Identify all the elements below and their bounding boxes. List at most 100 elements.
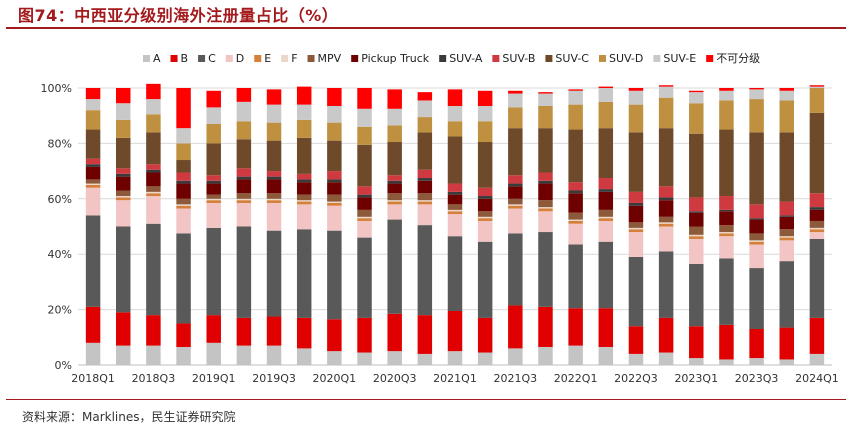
bar-segment	[176, 198, 191, 205]
bar-segment	[85, 184, 101, 188]
bar-segment	[176, 180, 191, 184]
bar-segment	[538, 346, 553, 365]
bar-segment	[809, 227, 825, 230]
bar-segment	[809, 238, 825, 318]
y-tick-label: 0%	[55, 359, 72, 372]
bar-segment	[206, 198, 221, 201]
bar-segment	[116, 312, 131, 346]
bar-segment	[116, 103, 131, 120]
bar-segment	[296, 179, 312, 183]
bar-stack	[477, 90, 493, 365]
x-tick-label: 2022Q3	[614, 372, 658, 385]
bar-segment	[719, 209, 734, 212]
bar-segment	[85, 88, 101, 100]
bar-segment	[719, 324, 734, 360]
bar-segment	[809, 88, 825, 113]
bar-segment	[176, 205, 191, 209]
bar-segment	[85, 342, 101, 365]
bar-segment	[327, 351, 342, 365]
bar-segment	[809, 86, 825, 88]
legend-entry: C	[198, 52, 216, 65]
legend-entry: B	[170, 52, 188, 65]
bar-segment	[779, 236, 794, 238]
legend-swatch	[439, 55, 447, 62]
bar-segment	[538, 208, 553, 212]
bar-segment	[417, 178, 433, 181]
bar-segment	[417, 132, 433, 170]
bar-segment	[266, 179, 282, 194]
bar-segment	[508, 90, 523, 94]
bar-segment	[749, 328, 764, 359]
bar-segment	[266, 316, 282, 346]
bar-segment	[508, 348, 523, 365]
bar-segment	[628, 326, 644, 354]
bar-segment	[719, 258, 734, 325]
bar-segment	[628, 232, 644, 257]
bar-segment	[749, 244, 764, 269]
x-axis: 2018Q1 2018Q3 2019Q1 2019Q3 2020Q1 2020Q3 2021…	[71, 364, 839, 385]
y-tick-label: 80%	[48, 137, 72, 150]
bar-segment	[598, 101, 614, 129]
bar-stack	[176, 88, 191, 365]
bar-segment	[779, 240, 794, 262]
legend-entry: SUV-C	[545, 52, 589, 65]
bar-stack	[447, 89, 463, 365]
bar-segment	[447, 191, 463, 195]
bar-segment	[176, 346, 191, 365]
bar-segment	[116, 88, 131, 104]
y-tick-label: 20%	[48, 304, 72, 317]
bar-segment	[387, 125, 402, 143]
bar-segment	[146, 193, 161, 197]
y-axis: 0% 20% 40% 60% 80% 100%	[41, 82, 72, 372]
bar-segment	[357, 144, 372, 187]
bar-segment	[508, 175, 523, 184]
bar-segment	[568, 219, 583, 221]
bar-segment	[357, 126, 372, 145]
bar-segment	[176, 160, 191, 173]
bar-segment	[749, 233, 764, 241]
bar-segment	[508, 128, 523, 176]
bar-stack	[749, 88, 764, 365]
bar-segment	[658, 200, 674, 217]
legend-label: MPV	[318, 52, 342, 65]
bar-segment	[236, 202, 252, 227]
legend-swatch	[351, 55, 359, 62]
bar-segment	[116, 197, 131, 201]
bar-segment	[236, 317, 252, 346]
bar-segment	[809, 207, 825, 210]
bar-stack	[266, 89, 282, 365]
bar-segment	[658, 186, 674, 198]
bar-segment	[568, 104, 583, 130]
bar-segment	[296, 182, 312, 195]
bar-segment	[447, 236, 463, 311]
bar-segment	[447, 106, 463, 122]
x-tick-label: 2024Q1	[795, 372, 839, 385]
bar-segment	[357, 197, 372, 210]
x-tick-label: 2021Q3	[493, 372, 537, 385]
bar-segment	[568, 244, 583, 309]
x-tick-label: 2019Q3	[252, 372, 296, 385]
bar-stack	[296, 86, 312, 365]
bar-segment	[176, 172, 191, 181]
bar-stack	[538, 92, 553, 365]
bar-segment	[176, 88, 191, 129]
bar-segment	[387, 219, 402, 314]
bar-segment	[628, 191, 644, 203]
bar-segment	[206, 342, 221, 365]
bar-segment	[658, 197, 674, 201]
bar-segment	[387, 180, 402, 184]
bar-segment	[296, 137, 312, 174]
bar-segment	[417, 201, 433, 205]
bar-segment	[417, 225, 433, 316]
bar-segment	[749, 88, 764, 90]
bar-segment	[598, 178, 614, 190]
bar-segment	[598, 128, 614, 179]
bar-segment	[809, 232, 825, 239]
bar-stack	[568, 89, 583, 365]
bar-segment	[749, 358, 764, 365]
bar-segment	[689, 263, 704, 327]
bar-segment	[266, 202, 282, 231]
bar-segment	[206, 124, 221, 144]
bar-segment	[236, 198, 252, 201]
bar-segment	[538, 306, 553, 347]
